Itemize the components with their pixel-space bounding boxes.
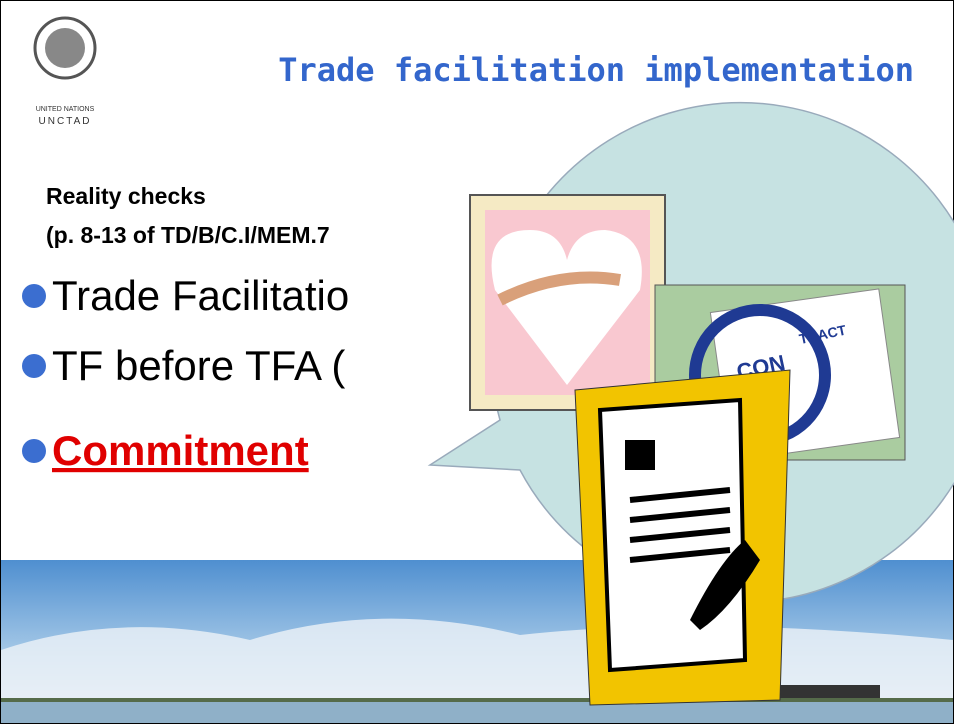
- bullet-text: TF before TFA (: [52, 342, 345, 389]
- bullets: Trade Facilitatio TF before TFA ( Commit…: [22, 272, 349, 474]
- logo-line-2: UNCTAD: [39, 116, 92, 127]
- bullet-text: Trade Facilitatio: [52, 272, 349, 319]
- signing-clipart: [575, 370, 790, 705]
- slide-title: Trade facilitation implementation: [278, 51, 914, 89]
- reference: (p. 8-13 of TD/B/C.I/MEM.7: [46, 222, 330, 248]
- bullet-text: Commitment: [52, 427, 309, 474]
- heart-clipart: [470, 195, 665, 410]
- slide: UNITED NATIONS UNCTAD Trade facilitation…: [0, 0, 954, 724]
- heading: Reality checks: [46, 183, 206, 209]
- logo-line-1: UNITED NATIONS: [36, 106, 95, 113]
